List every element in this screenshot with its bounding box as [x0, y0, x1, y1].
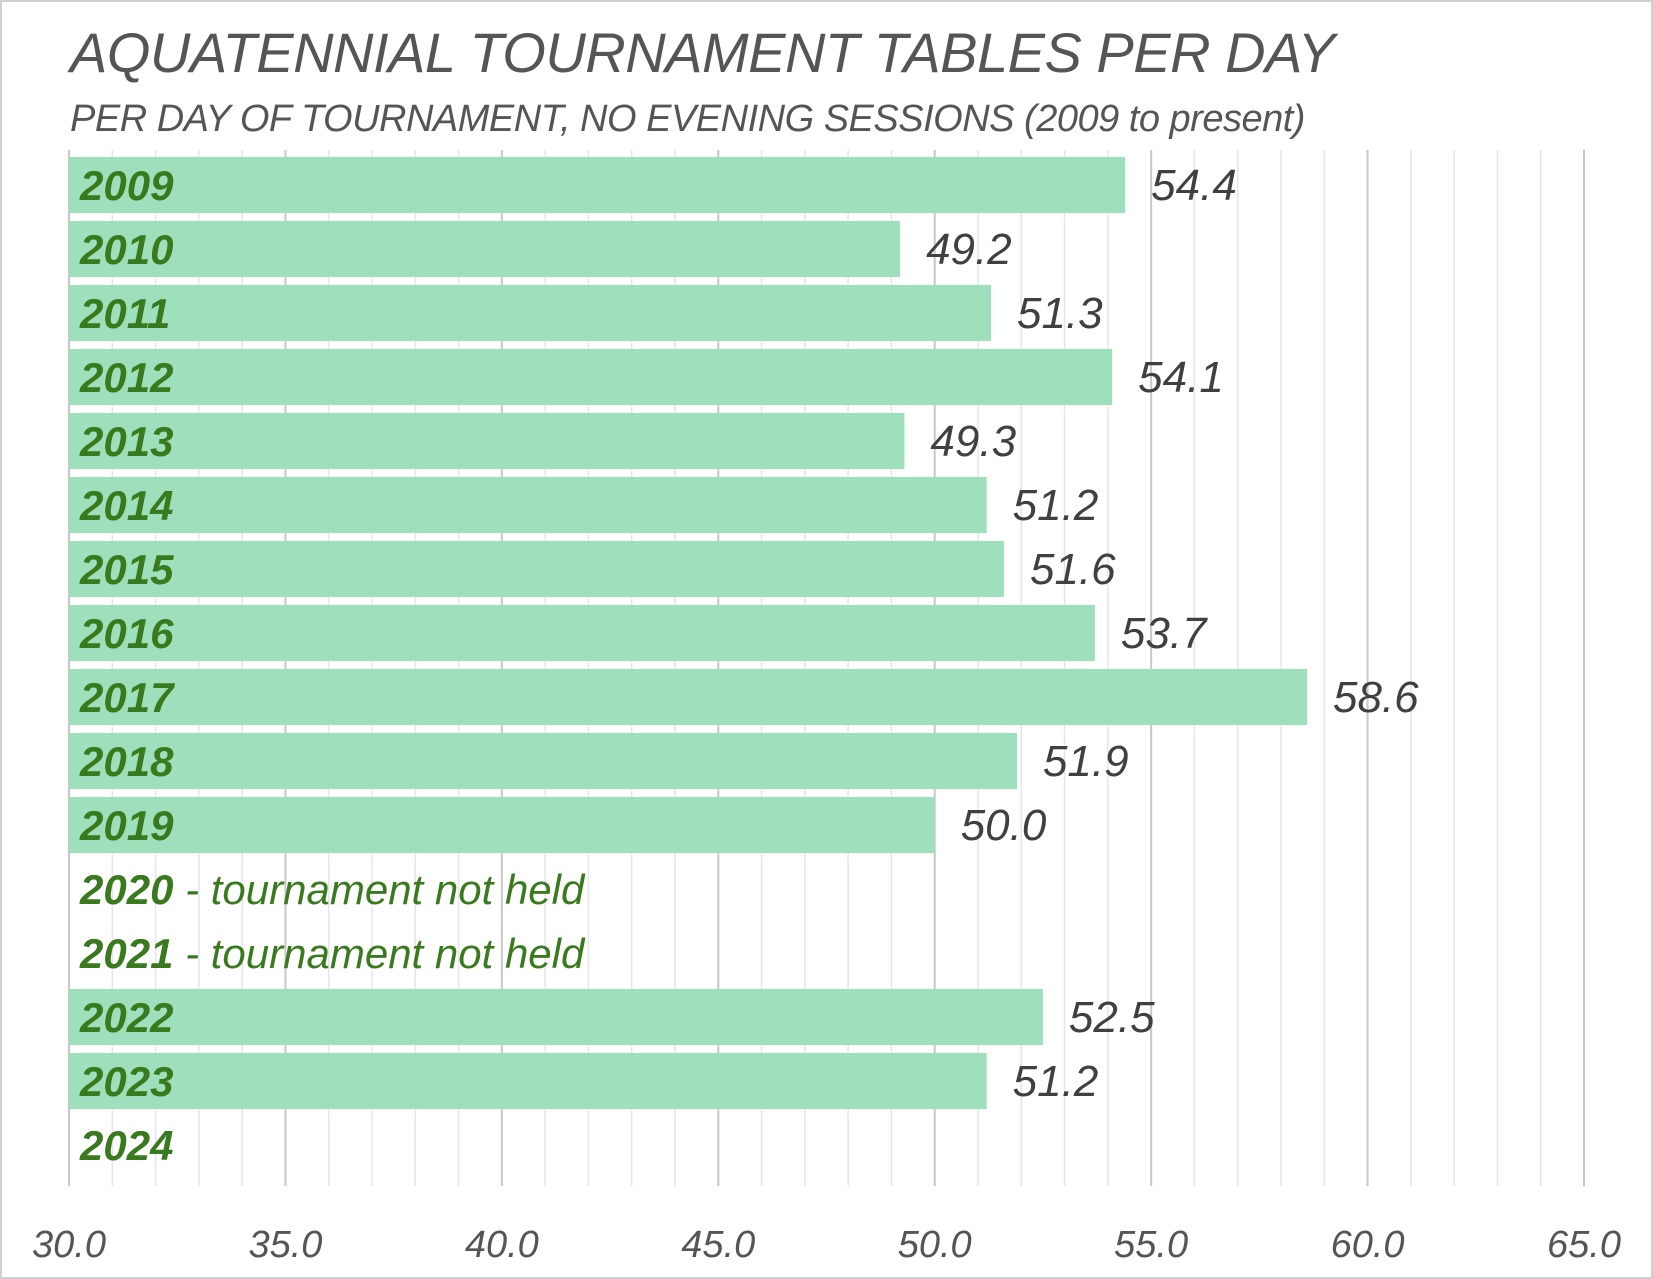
category-year: 2017 [79, 674, 175, 721]
value-label-2014: 51.2 [1013, 481, 1099, 530]
category-year: 2016 [79, 610, 174, 657]
value-label-2016: 53.7 [1121, 609, 1208, 658]
x-tick-label: 50.0 [898, 1224, 972, 1266]
category-year: 2021 [79, 930, 173, 977]
bar-2014 [69, 477, 987, 533]
category-year: 2011 [79, 290, 170, 337]
chart-title: AQUATENNIAL TOURNAMENT TABLES PER DAY [70, 21, 1335, 84]
category-label-2010: 2010 [79, 226, 173, 273]
category-year: 2012 [79, 354, 173, 401]
value-label-2018: 51.9 [1043, 737, 1129, 786]
x-tick-label: 35.0 [248, 1224, 322, 1266]
category-label-2022: 2022 [79, 994, 173, 1041]
category-label-2024: 2024 [79, 1122, 173, 1169]
category-year: 2023 [79, 1058, 173, 1105]
category-label-2023: 2023 [79, 1058, 173, 1105]
category-label-2018: 2018 [79, 738, 174, 785]
bar-2012 [69, 349, 1113, 405]
category-label-2021: 2021 - tournament not held [79, 930, 586, 977]
category-label-2011: 2011 [79, 290, 170, 337]
category-year: 2015 [79, 546, 174, 593]
x-tick-label: 65.0 [1547, 1224, 1621, 1266]
value-label-2010: 49.2 [926, 225, 1012, 274]
bar-2017 [69, 669, 1307, 725]
value-label-2022: 52.5 [1069, 993, 1155, 1042]
category-year: 2020 [79, 866, 173, 913]
category-year: 2019 [79, 802, 174, 849]
category-year: 2018 [79, 738, 174, 785]
bar-2013 [69, 413, 905, 469]
bar-2011 [69, 285, 991, 341]
category-label-2017: 2017 [79, 674, 175, 721]
category-label-2012: 2012 [79, 354, 173, 401]
x-tick-label: 60.0 [1331, 1224, 1405, 1266]
value-label-2009: 54.4 [1151, 161, 1237, 210]
x-tick-label: 40.0 [465, 1224, 539, 1266]
value-label-2011: 51.3 [1017, 289, 1103, 338]
category-note: - tournament not held [173, 930, 586, 977]
category-label-2014: 2014 [79, 482, 173, 529]
bar-2016 [69, 605, 1095, 661]
category-label-2013: 2013 [79, 418, 173, 465]
x-tick-label: 45.0 [681, 1224, 755, 1266]
category-note: - tournament not held [173, 866, 586, 913]
category-year: 2022 [79, 994, 173, 1041]
category-label-2020: 2020 - tournament not held [79, 866, 586, 913]
category-label-2019: 2019 [79, 802, 174, 849]
category-year: 2009 [79, 162, 174, 209]
bar-2019 [69, 797, 935, 853]
category-label-2015: 2015 [79, 546, 174, 593]
value-label-2015: 51.6 [1030, 545, 1116, 594]
chart-subtitle: PER DAY OF TOURNAMENT, NO EVENING SESSIO… [70, 98, 1305, 140]
category-year: 2014 [79, 482, 173, 529]
category-year: 2013 [79, 418, 173, 465]
bar-2015 [69, 541, 1004, 597]
category-year: 2010 [79, 226, 173, 273]
bar-2018 [69, 733, 1017, 789]
category-year: 2024 [79, 1122, 173, 1169]
value-label-2013: 49.3 [930, 417, 1016, 466]
x-tick-label: 30.0 [32, 1224, 106, 1266]
value-label-2012: 54.1 [1138, 353, 1224, 402]
value-label-2019: 50.0 [961, 801, 1047, 850]
bar-2022 [69, 989, 1043, 1045]
bar-2010 [69, 221, 901, 277]
category-label-2016: 2016 [79, 610, 174, 657]
value-label-2017: 58.6 [1333, 673, 1419, 722]
bar-2023 [69, 1053, 987, 1109]
category-label-2009: 2009 [79, 162, 174, 209]
x-tick-label: 55.0 [1114, 1224, 1188, 1266]
bar-2009 [69, 157, 1126, 213]
value-label-2023: 51.2 [1013, 1057, 1099, 1106]
